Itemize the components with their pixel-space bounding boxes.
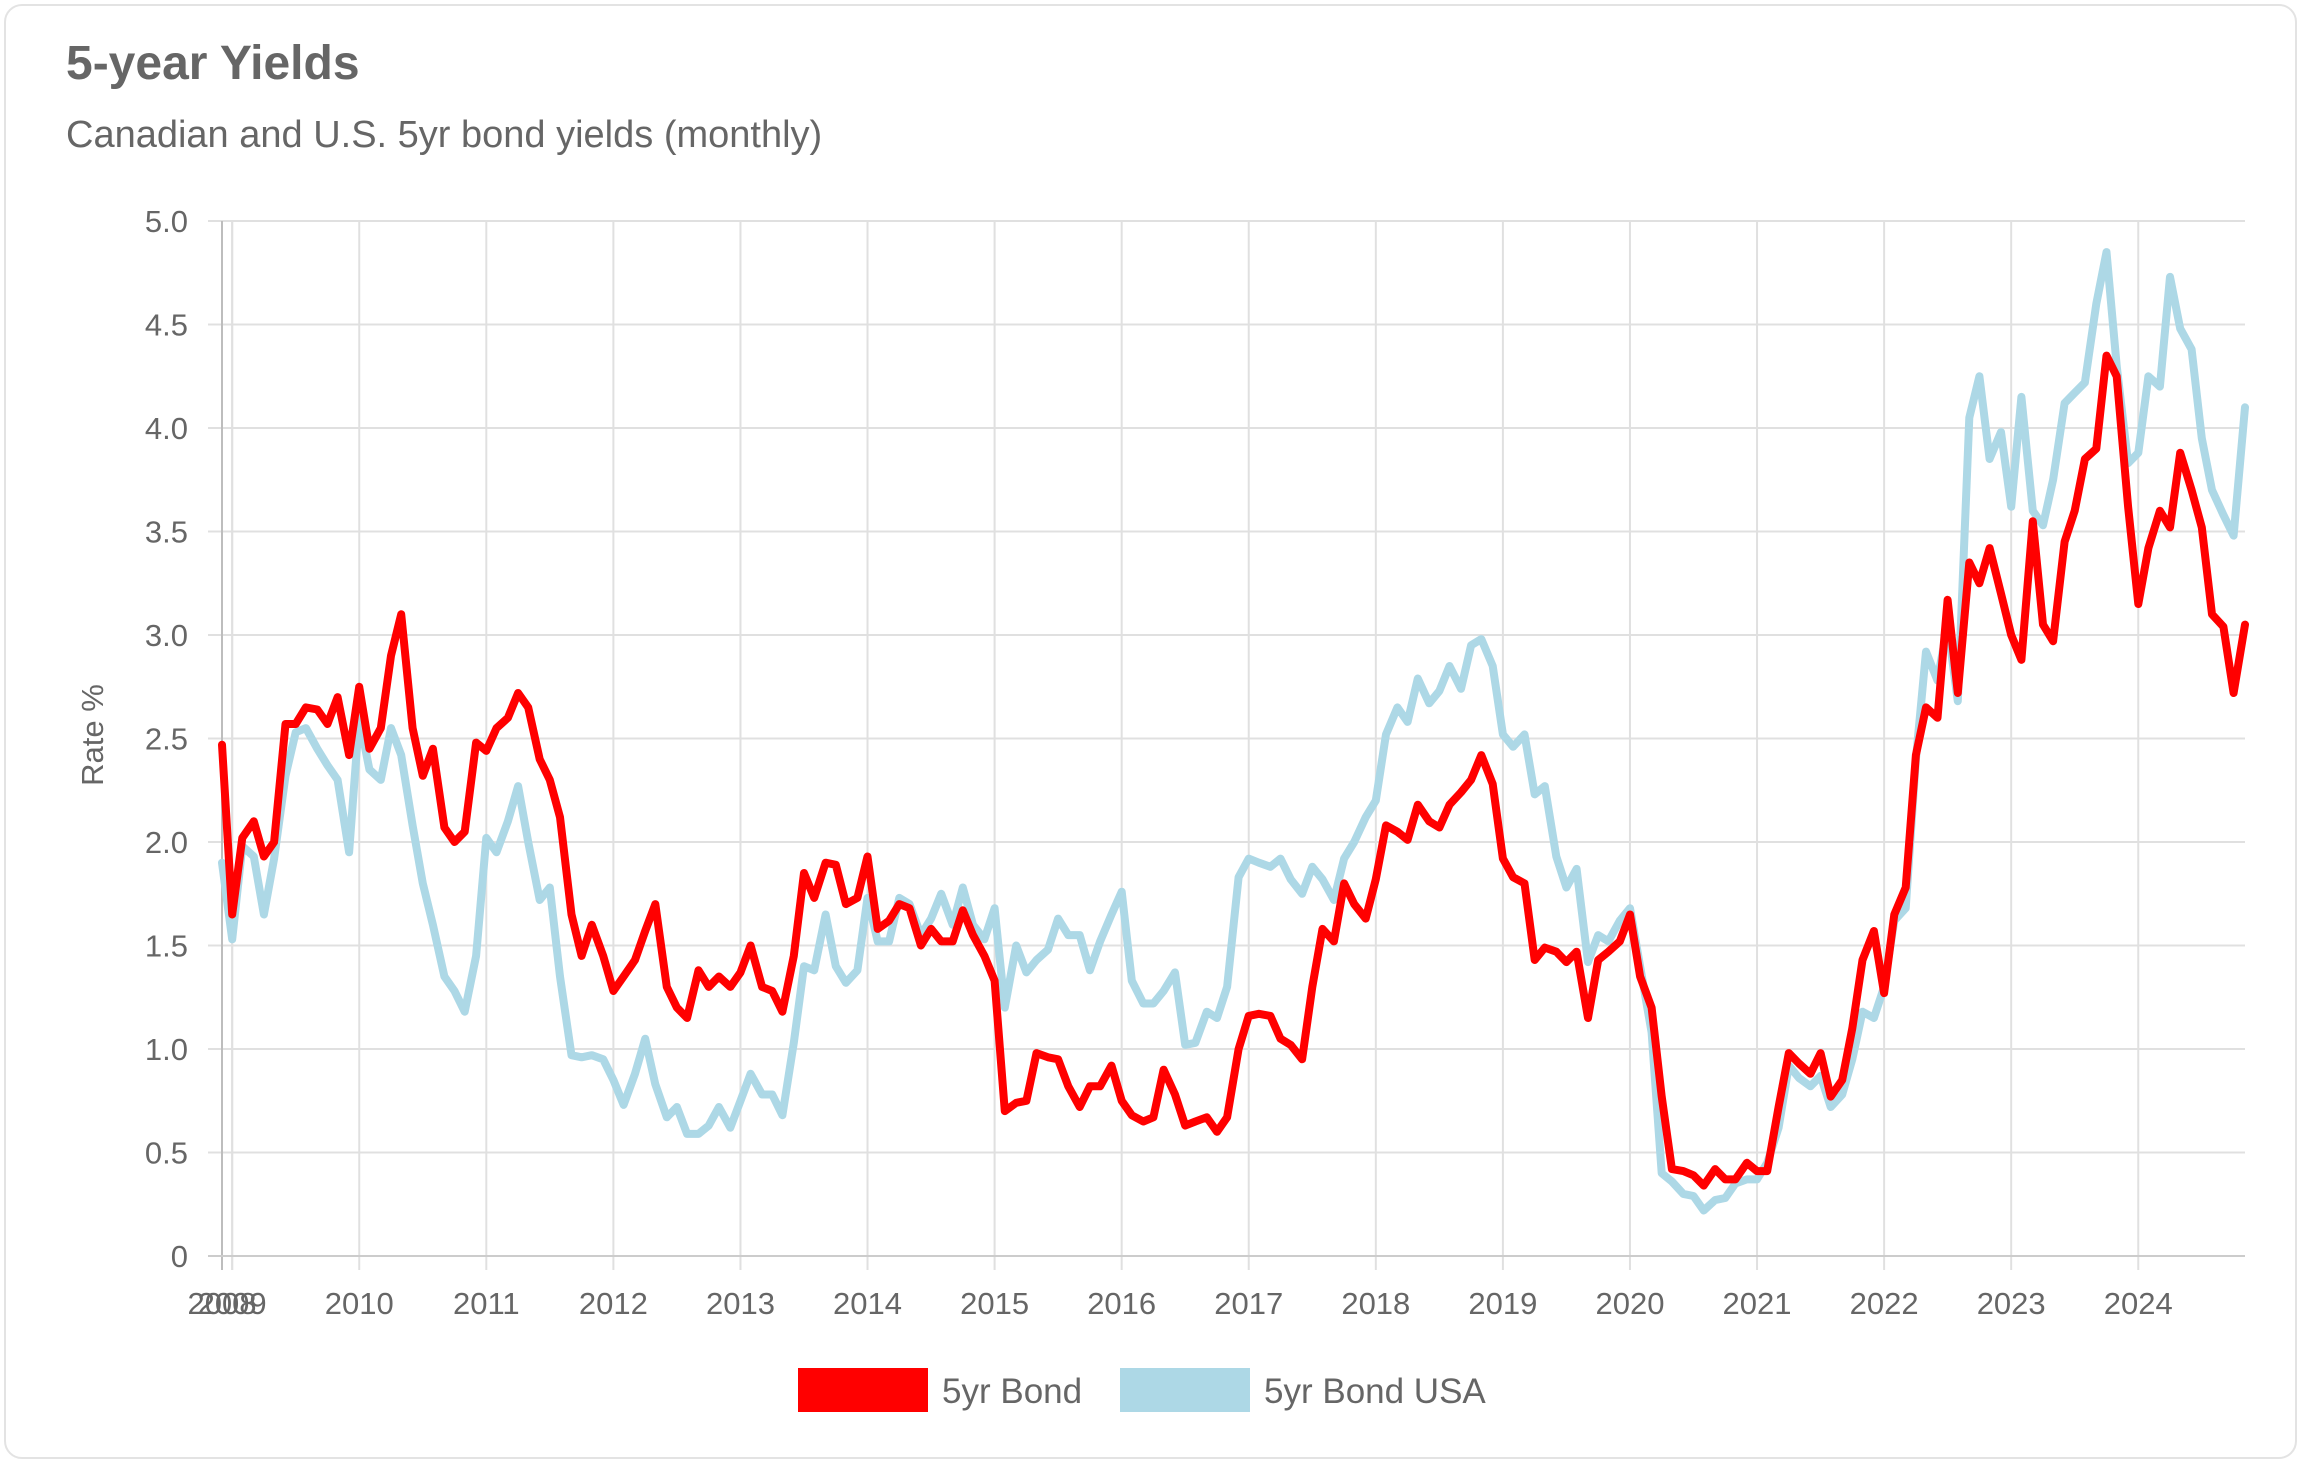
x-tick-label: 2013 xyxy=(706,1286,775,1321)
x-tick-label: 2018 xyxy=(1341,1286,1410,1321)
x-tick-label: 2021 xyxy=(1723,1286,1792,1321)
x-tick-label: 2010 xyxy=(325,1286,394,1321)
x-tick-label: 2022 xyxy=(1850,1286,1919,1321)
x-tick-label: 2024 xyxy=(2104,1286,2173,1321)
x-tick-label: 2011 xyxy=(453,1286,520,1321)
chart-legend[interactable]: 5yr Bond 5yr Bond USA xyxy=(798,1368,1486,1412)
chart-series xyxy=(218,248,2249,1215)
y-tick-label: 0.5 xyxy=(145,1136,188,1171)
x-tick-label: 2019 xyxy=(1468,1286,1537,1321)
x-tick-label: 2014 xyxy=(833,1286,902,1321)
y-tick-label: 4.0 xyxy=(145,411,188,446)
y-tick-label: 3.5 xyxy=(145,515,188,550)
y-axis-ticks: 0 0.5 1.0 1.5 2.0 2.5 3.0 3.5 4.0 4.5 5.0 xyxy=(145,204,188,1274)
x-tick-label: 2023 xyxy=(1977,1286,2046,1321)
chart-grid xyxy=(208,220,2245,1270)
y-tick-label: 3.0 xyxy=(145,618,188,653)
y-tick-label: 5.0 xyxy=(145,204,188,239)
x-tick-label: 2015 xyxy=(960,1286,1029,1321)
legend-label-canadian-bond: 5yr Bond xyxy=(942,1372,1082,1411)
y-tick-label: 4.5 xyxy=(145,308,188,343)
chart-subtitle: Canadian and U.S. 5yr bond yields (month… xyxy=(66,114,823,156)
x-tick-label: 2017 xyxy=(1214,1286,1283,1321)
legend-swatch-canadian-bond xyxy=(798,1368,928,1412)
x-tick-label: 2008 xyxy=(188,1286,257,1321)
series-line-canadian-bond[interactable] xyxy=(218,351,2249,1190)
legend-label-usa-bond: 5yr Bond USA xyxy=(1264,1372,1486,1411)
x-tick-label: 2020 xyxy=(1595,1286,1664,1321)
x-tick-label: 2012 xyxy=(579,1286,648,1321)
y-tick-label: 1.0 xyxy=(145,1032,188,1067)
x-tick-label: 2016 xyxy=(1087,1286,1156,1321)
y-tick-label: 2.0 xyxy=(145,825,188,860)
legend-swatch-usa-bond xyxy=(1120,1368,1250,1412)
y-tick-label: 1.5 xyxy=(145,929,188,964)
y-axis-label: Rate % xyxy=(75,684,110,786)
y-tick-label: 0 xyxy=(171,1239,188,1274)
x-tick-label: 2009 xyxy=(198,1286,267,1321)
y-tick-label: 2.5 xyxy=(145,722,188,757)
chart-title: 5-year Yields xyxy=(66,37,360,90)
